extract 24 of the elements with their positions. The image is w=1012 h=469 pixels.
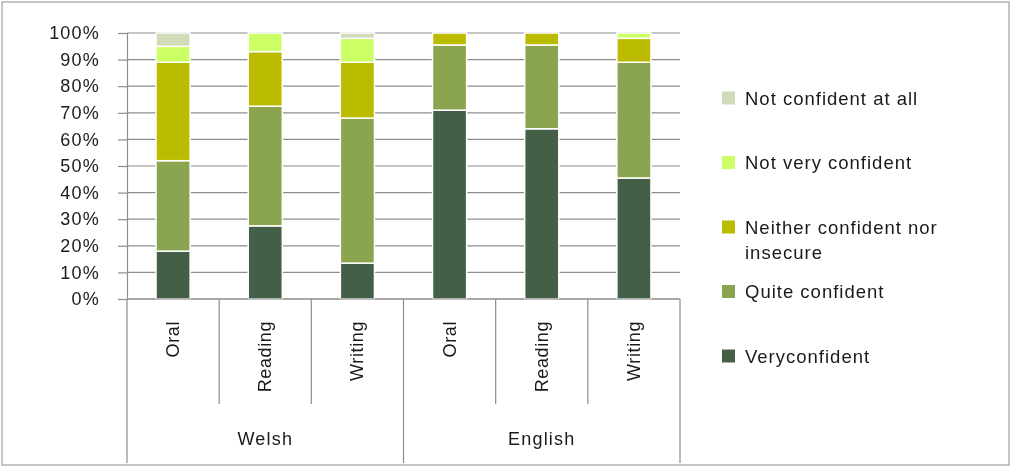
y-tick-label: 80% [60,76,100,97]
x-tick-label: Oral [163,321,184,358]
y-tick-label: 20% [60,236,100,257]
legend-label: Veryconfident [745,345,871,367]
legend-label: Neither confident nor insecure [745,216,938,263]
y-tick-label: 30% [60,209,100,230]
y-tick-label: 10% [60,262,100,283]
legend-label: Not very confident [745,152,913,173]
y-tick-label: 50% [60,156,100,177]
y-tick-label: 0% [71,289,100,310]
y-tick-label: 70% [60,103,100,124]
y-tick-label: 60% [60,129,100,150]
text: English [508,429,576,449]
y-tick-label: 40% [60,182,100,203]
x-tick-label: Writing [347,321,368,381]
x-tick-label: Reading [531,321,552,393]
legend-label: Quite confident [745,281,885,302]
y-tick-label: 90% [60,49,100,70]
legend-label: Not confident at all [745,87,919,109]
text: Welsh [237,429,294,449]
x-tick-label: Writing [623,321,644,381]
y-tick-label: 100% [49,23,100,44]
x-tick-label: Reading [255,321,276,393]
x-tick-label: Oral [439,321,460,358]
